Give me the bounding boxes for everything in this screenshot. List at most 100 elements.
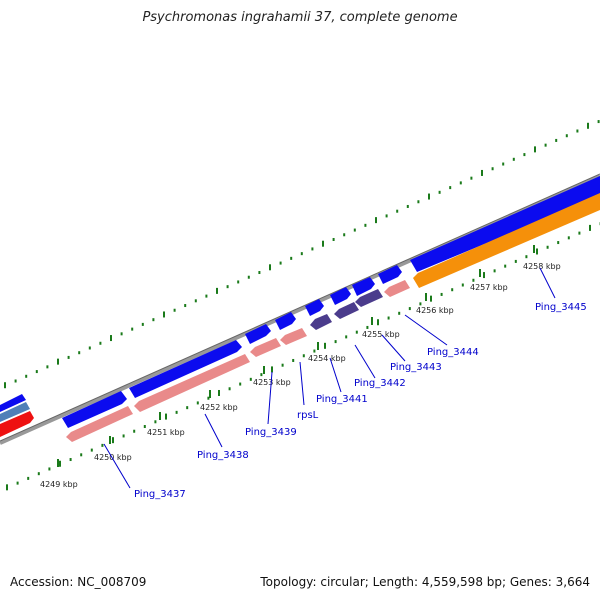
scale-dot xyxy=(37,472,40,476)
scale-dot xyxy=(112,437,114,444)
gene-label[interactable]: Ping_3438 xyxy=(197,450,249,461)
gene-arrow[interactable] xyxy=(0,394,26,412)
scale-dot xyxy=(536,248,538,255)
gene-arrow[interactable] xyxy=(275,312,296,330)
scale-dot xyxy=(565,134,568,138)
gene-label[interactable]: Ping_3443 xyxy=(390,362,442,373)
gene-arrow[interactable] xyxy=(352,277,375,296)
gene-label-leader xyxy=(204,413,223,448)
scale-dot xyxy=(4,382,6,389)
scale-dot xyxy=(67,355,70,359)
scale-dot xyxy=(470,176,473,180)
gene-arrow[interactable] xyxy=(62,391,127,428)
gene-label[interactable]: Ping_3437 xyxy=(134,489,186,500)
scale-dot xyxy=(239,382,242,386)
scale-dot xyxy=(290,256,293,260)
scale-dot xyxy=(143,425,146,429)
gene-arrow[interactable] xyxy=(410,176,600,272)
scale-dot xyxy=(472,278,475,282)
gene-label-leader xyxy=(103,443,131,489)
inner-dotted-scale xyxy=(6,222,600,491)
gene-label[interactable]: Ping_3444 xyxy=(427,347,479,358)
kbp-tick-label: 4257 kbp xyxy=(470,283,508,292)
gene-arrow[interactable] xyxy=(384,280,410,297)
scale-dot xyxy=(165,413,167,420)
scale-dot xyxy=(269,264,271,271)
scale-dot xyxy=(101,443,104,447)
scale-dot xyxy=(364,223,367,227)
scale-dot xyxy=(57,358,59,365)
scale-dot xyxy=(440,292,443,296)
scale-dot xyxy=(302,354,305,358)
scale-dot xyxy=(300,252,303,256)
scale-dot xyxy=(258,271,261,275)
scale-dot xyxy=(25,374,28,378)
scale-dot xyxy=(99,341,102,345)
scale-dot xyxy=(546,245,549,249)
scale-dot xyxy=(334,340,337,344)
scale-dot xyxy=(343,233,346,237)
scale-dot xyxy=(430,295,432,302)
scale-dot xyxy=(122,434,125,438)
gene-label[interactable]: Ping_3439 xyxy=(245,427,297,438)
gene-label-leader xyxy=(381,334,406,362)
gene-arrow[interactable] xyxy=(280,328,307,345)
kbp-tick-label: 4255 kbp xyxy=(362,330,400,339)
scale-dot xyxy=(90,448,93,452)
scale-dot xyxy=(226,285,229,289)
gene-arrow[interactable] xyxy=(0,411,34,437)
kbp-tick-label: 4256 kbp xyxy=(416,306,454,315)
scale-dot xyxy=(576,129,579,133)
gene-arrow[interactable] xyxy=(413,193,600,288)
scale-dot xyxy=(398,311,401,315)
scale-dot xyxy=(332,237,335,241)
gene-arrow[interactable] xyxy=(250,338,281,357)
scale-dot xyxy=(459,181,462,185)
gene-arrow[interactable] xyxy=(66,406,133,442)
scale-dot xyxy=(451,288,454,292)
gene-arrow[interactable] xyxy=(310,314,332,330)
map-title: Psychromonas ingrahamii 37, complete gen… xyxy=(142,10,458,25)
scale-dot xyxy=(578,231,581,235)
gene-label[interactable]: Ping_3441 xyxy=(316,394,368,405)
scale-dot xyxy=(534,146,536,153)
scale-dot xyxy=(417,200,420,204)
scale-dot xyxy=(205,294,208,298)
gene-label[interactable]: Ping_3442 xyxy=(354,378,406,389)
scale-dot xyxy=(131,327,134,331)
scale-dot xyxy=(27,476,30,480)
gene-arrow[interactable] xyxy=(245,324,271,344)
gene-label[interactable]: rpsL xyxy=(297,410,319,421)
scale-dot xyxy=(14,379,17,383)
scale-dot xyxy=(216,287,218,294)
scale-dot xyxy=(163,311,165,318)
scale-dot xyxy=(387,316,390,320)
scale-dot xyxy=(322,240,324,247)
scale-dot xyxy=(152,318,155,322)
scale-dot xyxy=(218,389,220,396)
gene-arrow[interactable] xyxy=(305,299,324,316)
scale-dot xyxy=(504,264,507,268)
gene-arrow[interactable] xyxy=(134,354,250,412)
gene-arrow[interactable] xyxy=(330,287,351,305)
scale-dot xyxy=(247,275,250,279)
scale-dot xyxy=(271,366,273,373)
scale-dot xyxy=(461,283,464,287)
scale-dot xyxy=(587,122,589,129)
scale-dot xyxy=(525,255,528,259)
gene-label[interactable]: Ping_3445 xyxy=(535,302,587,313)
scale-dot xyxy=(186,406,189,410)
gene-arrow[interactable] xyxy=(355,289,383,307)
scale-dot xyxy=(173,308,176,312)
scale-dot xyxy=(78,351,81,355)
gene-arrow[interactable] xyxy=(334,302,359,319)
scale-dot xyxy=(237,280,240,284)
gene-arrow[interactable] xyxy=(378,265,402,284)
scale-dot xyxy=(355,330,358,334)
gene-arrow[interactable] xyxy=(0,402,30,422)
scale-dot xyxy=(46,365,49,369)
scale-dot xyxy=(377,319,379,326)
scale-dot xyxy=(502,162,505,166)
gene-arrow[interactable] xyxy=(129,340,242,398)
